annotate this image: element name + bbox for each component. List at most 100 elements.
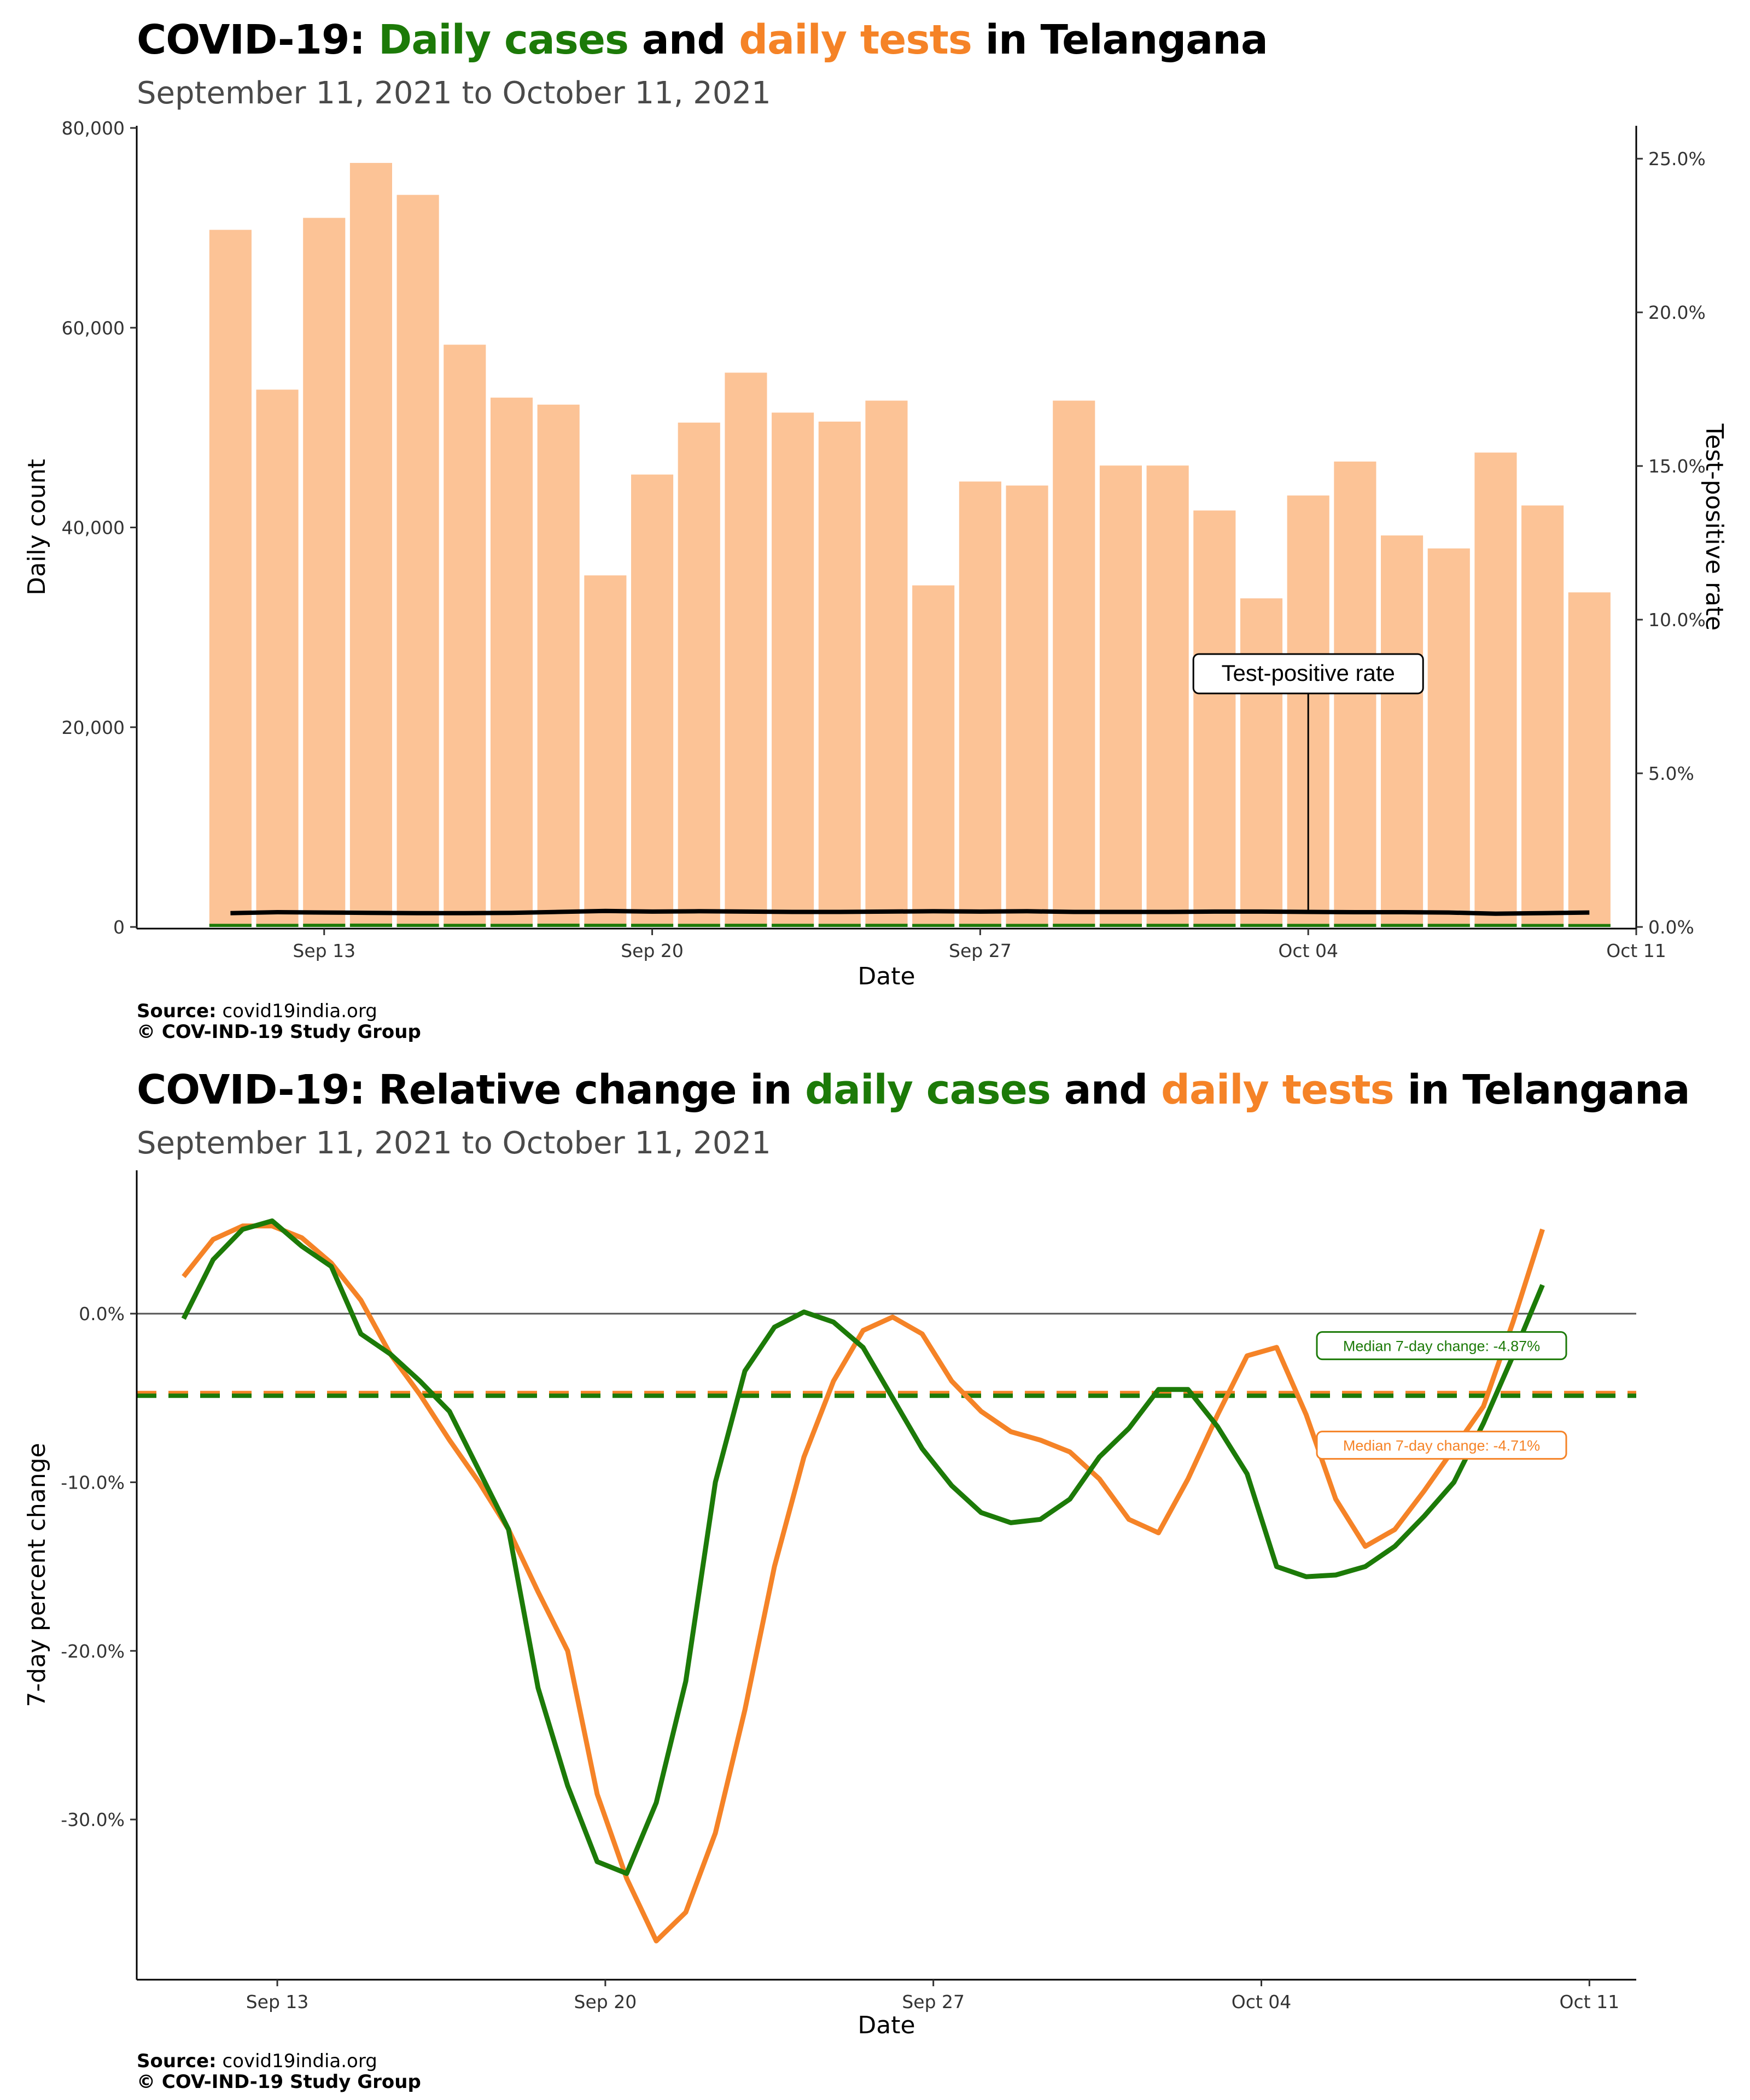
x-tick-label: Sep 13 — [246, 1991, 309, 2012]
cases-bar — [349, 923, 392, 927]
tests-bar — [631, 474, 674, 927]
cases-bar — [912, 924, 955, 927]
x-tick-label: Oct 11 — [1560, 1991, 1620, 2012]
chart-subtitle: September 11, 2021 to October 11, 2021 — [137, 1125, 771, 1161]
annotation-box — [1192, 653, 1424, 695]
title-tests-word: daily tests — [1161, 1066, 1395, 1113]
tests-bar — [209, 230, 252, 928]
cases-bar — [1240, 924, 1283, 927]
cases-bar — [1193, 924, 1236, 927]
y-tick-label: 40,000 — [62, 517, 125, 539]
median-label: Median 7-day change: -4.71% — [1343, 1438, 1540, 1454]
cases-bar — [396, 924, 439, 927]
x-tick-label: Oct 11 — [1606, 940, 1666, 961]
x-tick-label: Oct 04 — [1232, 1991, 1292, 2012]
cases-bar — [1287, 924, 1329, 927]
relative-change-panel: COVID-19: Relative change in daily cases… — [0, 1050, 1750, 2100]
y2-tick-label: 15.0% — [1648, 456, 1706, 477]
y2-tick-label: 10.0% — [1648, 609, 1706, 631]
median-label: Median 7-day change: -4.87% — [1343, 1338, 1540, 1355]
test-positive-rate-line — [230, 908, 1590, 916]
cases-bar — [1521, 924, 1564, 927]
cases-bar — [1053, 924, 1095, 927]
title-tests-word: daily tests — [739, 16, 972, 63]
cases-bar — [209, 924, 252, 927]
cases-bar — [1568, 924, 1611, 927]
tests-bar — [772, 412, 814, 927]
cases-bar — [537, 923, 580, 927]
cases-bar — [1381, 924, 1424, 927]
tests-bar — [256, 389, 299, 927]
tests-bar — [818, 421, 861, 927]
daily-cases-tests-chart: Test-positive rate 0 20,000 40,000 60,000 80,… — [23, 118, 1728, 990]
y-tick-label: 60,000 — [62, 317, 125, 339]
source-note: Source: covid19india.org © COV-IND-19 St… — [137, 2050, 421, 2093]
tests-bar — [490, 398, 533, 927]
median-label-box — [1316, 1331, 1567, 1361]
x-tick-label: Sep 27 — [949, 940, 1012, 961]
x-tick-label: Sep 27 — [902, 1991, 965, 2012]
cases-bar — [631, 924, 674, 927]
cases-bar — [1146, 924, 1189, 927]
y2-tick-label: 0.0% — [1648, 917, 1694, 938]
tests-bar — [1053, 400, 1095, 927]
cases-bar — [1334, 924, 1376, 927]
cases-bar — [303, 924, 346, 927]
tests-bar — [444, 345, 486, 927]
chart-title: COVID-19: Daily cases and daily tests in… — [137, 16, 1268, 63]
y-tick-label: 0.0% — [79, 1303, 125, 1325]
median-label-box — [1316, 1431, 1567, 1460]
x-tick-label: Oct 04 — [1278, 940, 1338, 961]
tests-bar — [912, 585, 955, 927]
tests-bar — [865, 400, 908, 927]
x-axis-title: Date — [858, 962, 915, 990]
cases-bar — [678, 924, 720, 927]
relative-change-chart: Median 7-day change: -4.87% Median 7-day … — [23, 1170, 1636, 2039]
y-tick-label: -30.0% — [61, 1809, 125, 1830]
tests-bar — [1568, 592, 1611, 927]
y2-tick-label: 5.0% — [1648, 763, 1694, 784]
tests-bar — [1006, 485, 1048, 927]
tests-bar — [725, 372, 767, 927]
y2-axis-title: Test-positive rate — [1700, 423, 1728, 631]
title-cases-word: Daily cases — [378, 16, 629, 63]
x-tick-label: Sep 13 — [293, 940, 355, 961]
cases-bar — [1427, 924, 1470, 927]
daily-cases-tests-panel: COVID-19: Daily cases and daily tests in… — [23, 16, 1728, 1043]
cases-bar — [256, 924, 299, 927]
tests-bar — [959, 481, 1001, 927]
annotation-label: Test-positive rate — [1221, 660, 1395, 686]
tests-bar — [396, 195, 439, 927]
tests-bar — [1099, 465, 1142, 927]
chart-subtitle: September 11, 2021 to October 11, 2021 — [137, 75, 771, 111]
cases-bar — [444, 924, 486, 927]
y-axis-title: 7-day percent change — [23, 1443, 51, 1707]
x-tick-label: Sep 20 — [574, 1991, 637, 2012]
chart-title: COVID-19: Relative change in daily cases… — [137, 1066, 1690, 1113]
tests-bar — [1240, 598, 1283, 927]
daily-cases-line — [181, 1218, 1545, 1876]
tests-bar — [584, 575, 627, 927]
tests-bar — [1146, 465, 1189, 927]
cases-bar — [772, 924, 814, 927]
tests-bar — [1521, 505, 1564, 927]
cases-bar — [1474, 924, 1517, 927]
cases-bar — [865, 924, 908, 927]
cases-bar — [1006, 924, 1048, 927]
tests-bar — [303, 218, 346, 927]
tests-bar — [1474, 452, 1517, 927]
tests-bar — [1381, 535, 1424, 927]
x-tick-label: Sep 20 — [621, 940, 684, 961]
cases-bar — [818, 924, 861, 927]
tests-bar — [678, 422, 720, 927]
cases-bar — [959, 924, 1001, 927]
title-cases-word: daily cases — [805, 1066, 1051, 1113]
y2-tick-label: 25.0% — [1648, 148, 1706, 170]
source-note: Source: covid19india.org © COV-IND-19 St… — [137, 1000, 421, 1043]
y-tick-label: -20.0% — [61, 1641, 125, 1662]
y-axis-title: Daily count — [23, 459, 51, 595]
tests-bar — [1193, 510, 1236, 927]
tests-bar — [1427, 548, 1470, 927]
cases-bar — [584, 924, 627, 927]
y-tick-label: -10.0% — [61, 1472, 125, 1493]
